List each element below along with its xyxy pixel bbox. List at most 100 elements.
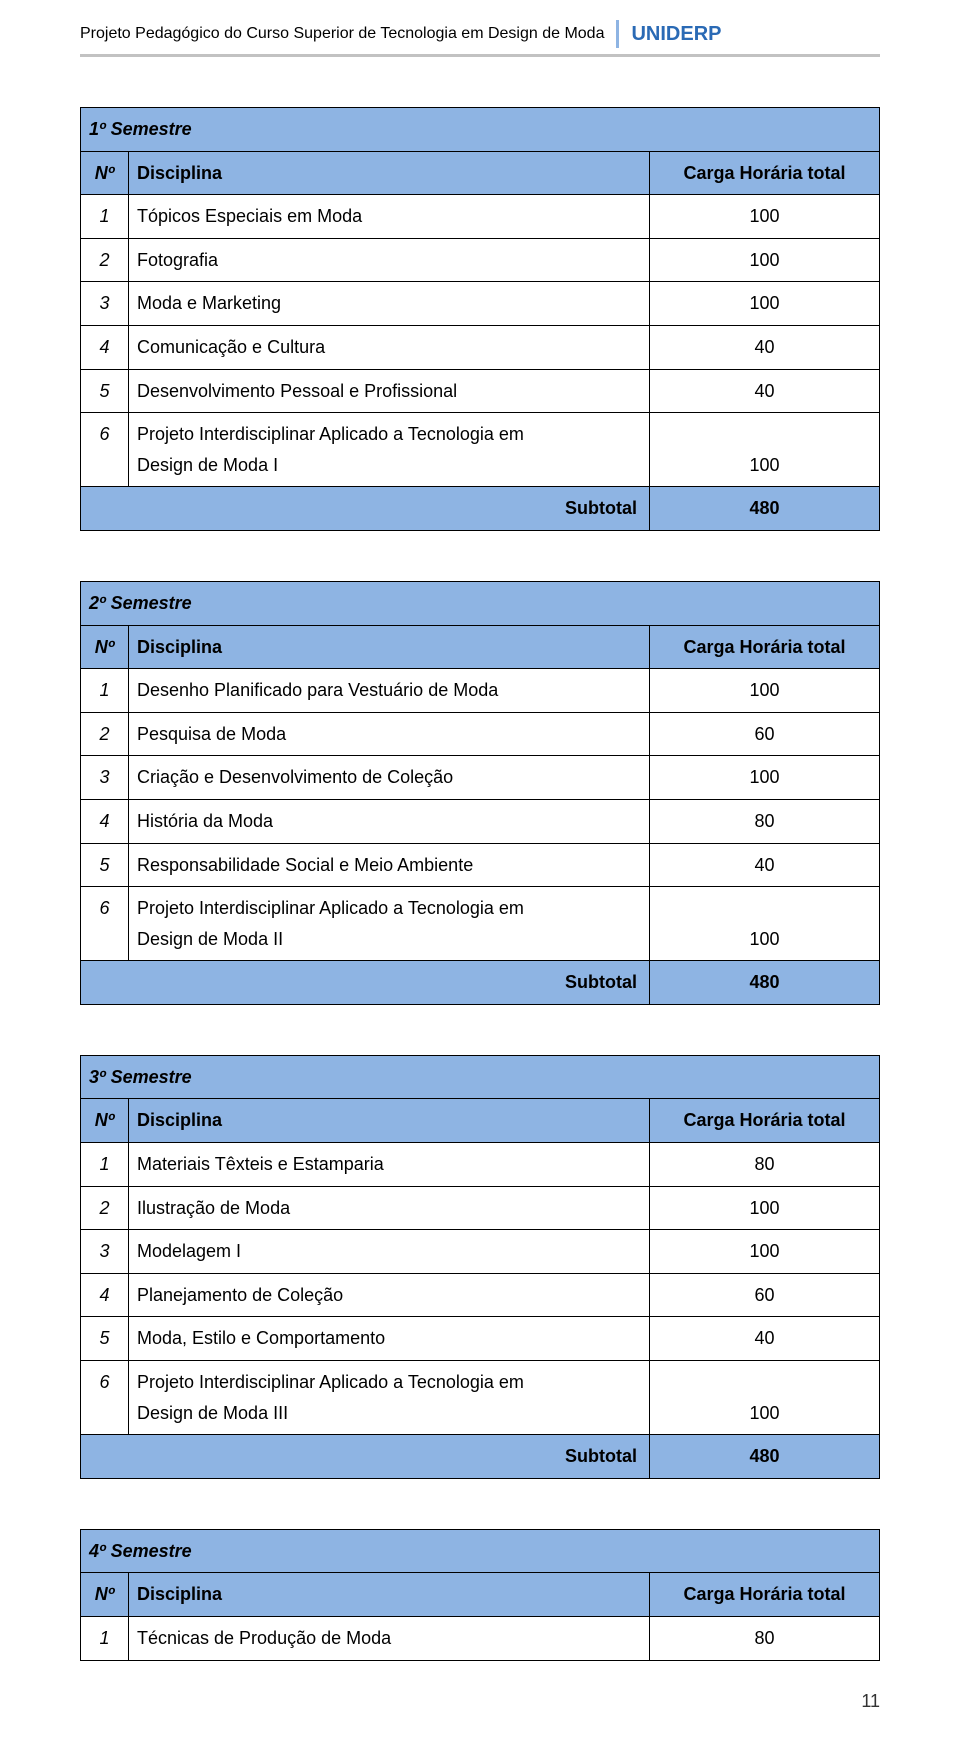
cell-n: 3: [81, 282, 129, 326]
cell-d: Tópicos Especiais em Moda: [129, 195, 650, 239]
subtotal-row: Subtotal 480: [81, 961, 880, 1005]
cell-v: 100: [650, 1361, 880, 1435]
table-header-row: Nº Disciplina Carga Horária total: [81, 1099, 880, 1143]
table-row: 1Desenho Planificado para Vestuário de M…: [81, 669, 880, 713]
table-row: 2Fotografia100: [81, 238, 880, 282]
subtotal-label: Subtotal: [81, 487, 650, 531]
subtotal-value: 480: [650, 487, 880, 531]
cell-v: 80: [650, 799, 880, 843]
cell-v: 40: [650, 843, 880, 887]
col-disciplina: Disciplina: [129, 151, 650, 195]
cell-d: Moda e Marketing: [129, 282, 650, 326]
cell-n: 2: [81, 238, 129, 282]
table-header-row: Nº Disciplina Carga Horária total: [81, 625, 880, 669]
col-no: Nº: [81, 1573, 129, 1617]
cell-v: 100: [650, 756, 880, 800]
col-carga: Carga Horária total: [650, 151, 880, 195]
cell-d: História da Moda: [129, 799, 650, 843]
cell-n: 6: [81, 413, 129, 487]
cell-v: 40: [650, 325, 880, 369]
cell-v: 100: [650, 887, 880, 961]
subtotal-value: 480: [650, 961, 880, 1005]
semester-3-title-row: 3º Semestre: [81, 1055, 880, 1099]
cell-v: 100: [650, 195, 880, 239]
col-no: Nº: [81, 151, 129, 195]
cell-v: 100: [650, 413, 880, 487]
table-row: 6Projeto Interdisciplinar Aplicado a Tec…: [81, 887, 880, 961]
cell-n: 2: [81, 1186, 129, 1230]
table-row: 5Desenvolvimento Pessoal e Profissional4…: [81, 369, 880, 413]
cell-d: Projeto Interdisciplinar Aplicado a Tecn…: [129, 1361, 650, 1435]
cell-v: 80: [650, 1143, 880, 1187]
cell-d: Projeto Interdisciplinar Aplicado a Tecn…: [129, 413, 650, 487]
subtotal-value: 480: [650, 1435, 880, 1479]
cell-v: 40: [650, 1317, 880, 1361]
cell-n: 1: [81, 1143, 129, 1187]
table-row: 6Projeto Interdisciplinar Aplicado a Tec…: [81, 1361, 880, 1435]
cell-n: 3: [81, 756, 129, 800]
cell-v: 40: [650, 369, 880, 413]
cell-d: Fotografia: [129, 238, 650, 282]
table-row: 2Pesquisa de Moda60: [81, 712, 880, 756]
col-disciplina: Disciplina: [129, 625, 650, 669]
semester-1-block: 1º Semestre Nº Disciplina Carga Horária …: [80, 107, 880, 531]
cell-n: 1: [81, 195, 129, 239]
cell-n: 5: [81, 843, 129, 887]
semester-2-title: 2º Semestre: [81, 581, 880, 625]
semester-4-title-row: 4º Semestre: [81, 1529, 880, 1573]
semester-2-title-row: 2º Semestre: [81, 581, 880, 625]
col-carga: Carga Horária total: [650, 625, 880, 669]
cell-d: Responsabilidade Social e Meio Ambiente: [129, 843, 650, 887]
col-disciplina: Disciplina: [129, 1573, 650, 1617]
page-header: Projeto Pedagógico do Curso Superior de …: [80, 20, 880, 57]
table-row: 2Ilustração de Moda100: [81, 1186, 880, 1230]
cell-d: Pesquisa de Moda: [129, 712, 650, 756]
cell-d: Planejamento de Coleção: [129, 1273, 650, 1317]
table-row: 4História da Moda80: [81, 799, 880, 843]
table-row: 1Tópicos Especiais em Moda100: [81, 195, 880, 239]
cell-n: 6: [81, 1361, 129, 1435]
cell-v: 60: [650, 712, 880, 756]
semester-2-table: 2º Semestre Nº Disciplina Carga Horária …: [80, 581, 880, 1005]
semester-3-block: 3º Semestre Nº Disciplina Carga Horária …: [80, 1055, 880, 1479]
cell-d: Ilustração de Moda: [129, 1186, 650, 1230]
cell-n: 4: [81, 1273, 129, 1317]
semester-3-table: 3º Semestre Nº Disciplina Carga Horária …: [80, 1055, 880, 1479]
table-row: 5Moda, Estilo e Comportamento40: [81, 1317, 880, 1361]
table-row: 6Projeto Interdisciplinar Aplicado a Tec…: [81, 413, 880, 487]
cell-n: 5: [81, 369, 129, 413]
cell-d: Comunicação e Cultura: [129, 325, 650, 369]
cell-n: 3: [81, 1230, 129, 1274]
semester-1-table: 1º Semestre Nº Disciplina Carga Horária …: [80, 107, 880, 531]
page-number: 11: [80, 1691, 880, 1712]
cell-n: 4: [81, 799, 129, 843]
cell-n: 6: [81, 887, 129, 961]
cell-d: Desenvolvimento Pessoal e Profissional: [129, 369, 650, 413]
col-no: Nº: [81, 1099, 129, 1143]
cell-d: Modelagem I: [129, 1230, 650, 1274]
table-row: 4Comunicação e Cultura40: [81, 325, 880, 369]
table-row: 1Técnicas de Produção de Moda80: [81, 1617, 880, 1661]
subtotal-label: Subtotal: [81, 1435, 650, 1479]
table-row: 1Materiais Têxteis e Estamparia80: [81, 1143, 880, 1187]
table-row: 5Responsabilidade Social e Meio Ambiente…: [81, 843, 880, 887]
cell-n: 5: [81, 1317, 129, 1361]
cell-v: 80: [650, 1617, 880, 1661]
col-disciplina: Disciplina: [129, 1099, 650, 1143]
cell-n: 1: [81, 669, 129, 713]
cell-d: Materiais Têxteis e Estamparia: [129, 1143, 650, 1187]
cell-d: Criação e Desenvolvimento de Coleção: [129, 756, 650, 800]
cell-d: Moda, Estilo e Comportamento: [129, 1317, 650, 1361]
header-separator: [616, 20, 619, 48]
col-no: Nº: [81, 625, 129, 669]
header-title: Projeto Pedagógico do Curso Superior de …: [80, 25, 604, 43]
table-row: 4Planejamento de Coleção60: [81, 1273, 880, 1317]
table-header-row: Nº Disciplina Carga Horária total: [81, 151, 880, 195]
cell-v: 100: [650, 1186, 880, 1230]
semester-1-title-row: 1º Semestre: [81, 108, 880, 152]
cell-d: Projeto Interdisciplinar Aplicado a Tecn…: [129, 887, 650, 961]
semester-1-title: 1º Semestre: [81, 108, 880, 152]
cell-n: 1: [81, 1617, 129, 1661]
semester-4-block: 4º Semestre Nº Disciplina Carga Horária …: [80, 1529, 880, 1661]
semester-2-block: 2º Semestre Nº Disciplina Carga Horária …: [80, 581, 880, 1005]
